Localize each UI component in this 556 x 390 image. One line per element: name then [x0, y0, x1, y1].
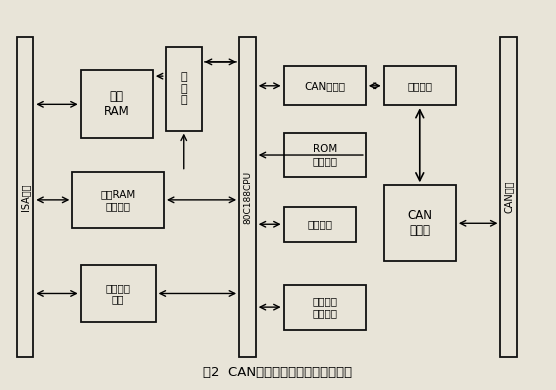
- Bar: [166, 47, 202, 131]
- Bar: [500, 37, 517, 357]
- Text: CAN控制器: CAN控制器: [304, 81, 345, 91]
- Bar: [284, 207, 356, 242]
- Text: 复位及看
门狗电路: 复位及看 门狗电路: [312, 296, 337, 318]
- Text: 双口RAM
控制仲裁: 双口RAM 控制仲裁: [101, 189, 136, 211]
- Text: CAN
收发器: CAN 收发器: [408, 209, 432, 237]
- Text: 光电隔离: 光电隔离: [408, 81, 432, 91]
- Text: 锁
存
器: 锁 存 器: [181, 72, 187, 105]
- Bar: [284, 66, 366, 105]
- Bar: [239, 37, 256, 357]
- Bar: [384, 185, 456, 261]
- Bar: [384, 66, 456, 105]
- Text: 数据缓存: 数据缓存: [307, 219, 332, 229]
- Bar: [81, 265, 156, 322]
- Bar: [72, 172, 164, 228]
- Text: ISA总线: ISA总线: [20, 183, 30, 211]
- Bar: [17, 37, 33, 357]
- Bar: [81, 70, 153, 138]
- Text: 图2  CAN总线网络通信模块硬件结构: 图2 CAN总线网络通信模块硬件结构: [203, 366, 353, 379]
- Text: ROM
控制程序: ROM 控制程序: [312, 144, 337, 166]
- Text: CAN总线: CAN总线: [504, 181, 514, 213]
- Bar: [284, 133, 366, 177]
- Text: 中断申请
电路: 中断申请 电路: [106, 283, 131, 304]
- Bar: [284, 285, 366, 330]
- Text: 80C188CPU: 80C188CPU: [243, 170, 252, 223]
- Text: 双口
RAM: 双口 RAM: [104, 90, 130, 118]
